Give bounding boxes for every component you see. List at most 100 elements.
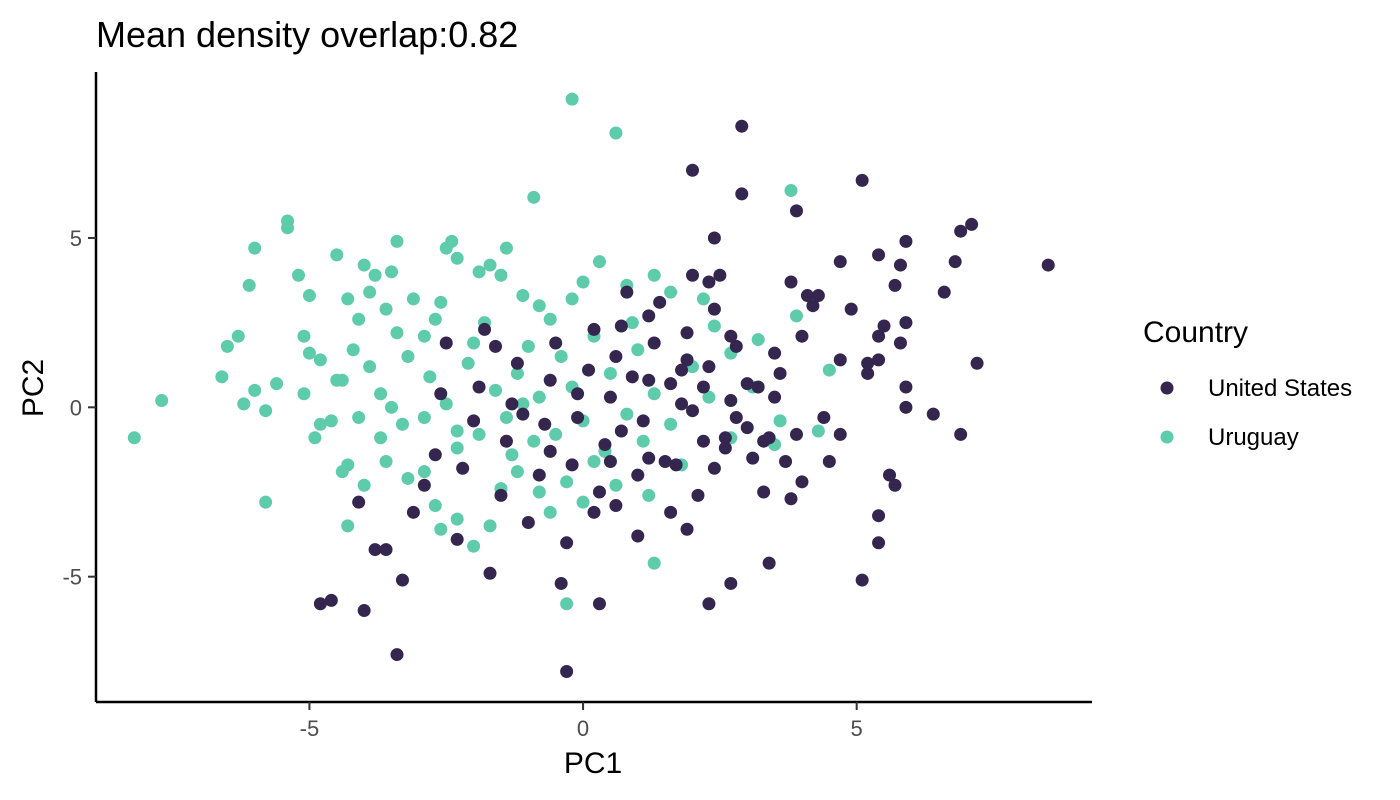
data-point	[456, 461, 470, 475]
series-uruguay	[127, 92, 836, 611]
x-tick-label: -5	[300, 716, 320, 741]
data-point	[833, 427, 847, 441]
data-point	[472, 427, 486, 441]
data-point	[505, 448, 519, 462]
data-point	[592, 597, 606, 611]
y-tick-label: 0	[70, 395, 82, 420]
data-point	[450, 251, 464, 265]
data-point	[625, 370, 639, 384]
data-point	[428, 448, 442, 462]
data-point	[439, 336, 453, 350]
data-point	[620, 407, 634, 421]
data-point	[789, 309, 803, 323]
data-point	[702, 390, 716, 404]
data-point	[724, 576, 738, 590]
data-point	[680, 353, 694, 367]
data-point	[379, 455, 393, 469]
data-point	[861, 366, 875, 380]
data-point	[505, 397, 519, 411]
data-point	[549, 336, 563, 350]
data-point	[587, 455, 601, 469]
legend-label: United States	[1208, 375, 1352, 402]
data-point	[237, 397, 251, 411]
data-point	[899, 316, 913, 330]
data-point	[675, 397, 689, 411]
data-point	[664, 505, 678, 519]
data-point	[811, 289, 825, 303]
data-point	[291, 268, 305, 282]
data-point	[127, 431, 141, 445]
data-point	[784, 492, 798, 506]
data-point	[467, 539, 481, 553]
data-point	[680, 522, 694, 536]
data-point	[521, 339, 535, 353]
legend-label: Uruguay	[1208, 424, 1299, 451]
data-point	[751, 333, 765, 347]
data-point	[401, 350, 415, 364]
data-point	[603, 455, 617, 469]
data-point	[439, 397, 453, 411]
data-point	[784, 184, 798, 198]
data-point	[417, 410, 431, 424]
data-point	[357, 604, 371, 618]
data-point	[822, 455, 836, 469]
data-point	[510, 356, 524, 370]
data-point	[724, 329, 738, 343]
data-point	[686, 404, 700, 418]
data-point	[757, 485, 771, 499]
data-point	[478, 322, 492, 336]
data-point	[297, 387, 311, 401]
data-point	[713, 268, 727, 282]
y-axis-title: PC2	[17, 359, 50, 417]
data-point	[647, 268, 661, 282]
data-point	[647, 387, 661, 401]
data-point	[499, 410, 513, 424]
data-point	[395, 573, 409, 587]
data-point	[587, 505, 601, 519]
data-point	[789, 427, 803, 441]
data-point	[576, 495, 590, 509]
data-point	[220, 339, 234, 353]
data-point	[822, 363, 836, 377]
data-point	[215, 370, 229, 384]
data-point	[450, 424, 464, 438]
data-point	[609, 478, 623, 492]
data-point	[341, 519, 355, 533]
points-layer	[127, 92, 1055, 679]
data-point	[467, 336, 481, 350]
data-point	[368, 543, 382, 557]
data-point	[872, 248, 886, 262]
data-point	[368, 268, 382, 282]
data-point	[483, 519, 497, 533]
data-point	[664, 417, 678, 431]
data-point	[406, 292, 420, 306]
data-point	[543, 444, 557, 458]
data-point	[707, 319, 721, 333]
data-point	[718, 441, 732, 455]
data-point	[242, 278, 256, 292]
data-point	[965, 217, 979, 231]
data-point	[707, 302, 721, 316]
data-point	[488, 383, 502, 397]
data-point	[636, 434, 650, 448]
legend-items: United States Uruguay	[1160, 375, 1352, 451]
data-point	[686, 163, 700, 177]
data-point	[532, 468, 546, 482]
data-point	[768, 390, 782, 404]
data-point	[811, 424, 825, 438]
data-point	[313, 353, 327, 367]
data-point	[861, 356, 875, 370]
data-point	[872, 329, 886, 343]
data-point	[434, 387, 448, 401]
data-point	[686, 268, 700, 282]
data-point	[374, 387, 388, 401]
data-point	[390, 326, 404, 340]
data-point	[363, 360, 377, 374]
data-point	[472, 265, 486, 279]
data-point	[707, 461, 721, 475]
data-point	[658, 455, 672, 469]
data-point	[259, 404, 273, 418]
data-point	[450, 532, 464, 546]
data-point	[281, 221, 295, 235]
